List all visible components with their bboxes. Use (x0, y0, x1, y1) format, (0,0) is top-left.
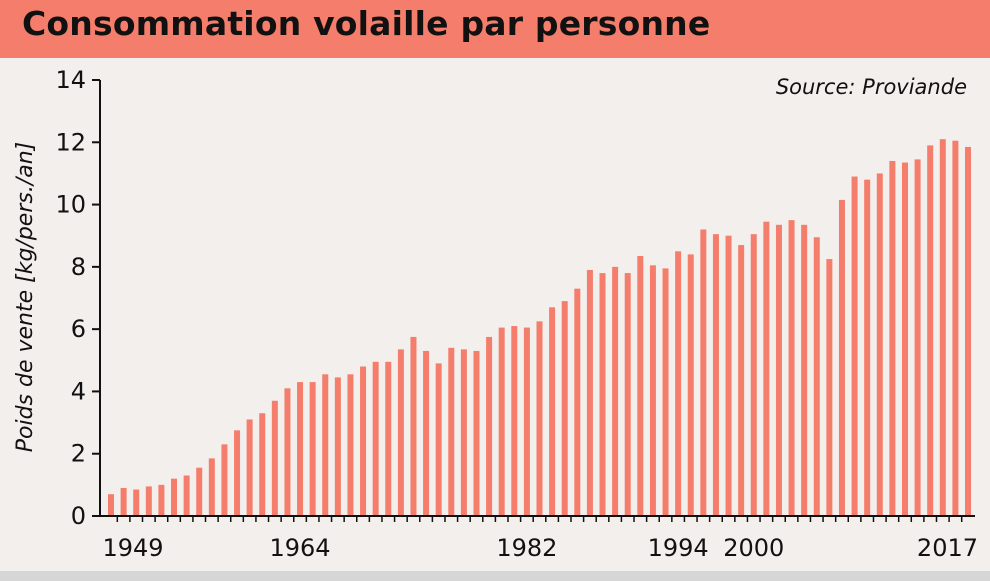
bar (599, 273, 606, 516)
bar (221, 444, 228, 516)
bar (523, 327, 530, 516)
title-bar: Consommation volaille par personne (0, 0, 990, 58)
bar (624, 273, 631, 516)
bar (952, 140, 959, 517)
bar (738, 245, 745, 516)
bar (574, 288, 581, 516)
bar (297, 382, 304, 516)
bar (889, 160, 896, 516)
bar (687, 254, 694, 516)
bar (133, 489, 140, 516)
bar (322, 374, 329, 516)
bar (927, 145, 934, 516)
bar (385, 361, 392, 516)
bar (939, 139, 946, 517)
y-tick-label: 4 (71, 377, 86, 405)
bar (435, 363, 442, 516)
bar (725, 235, 732, 516)
bar (775, 224, 782, 516)
bar (372, 361, 379, 516)
bar (612, 266, 619, 516)
bar (397, 349, 404, 516)
bar (813, 237, 820, 516)
bar (196, 467, 203, 516)
bar (876, 173, 883, 516)
y-tick-label: 2 (71, 440, 86, 468)
bar (448, 347, 455, 516)
x-tick-label: 1982 (496, 534, 557, 562)
bar (259, 413, 266, 516)
bar (234, 430, 241, 516)
bar (536, 321, 543, 516)
bar (838, 199, 845, 516)
bar (158, 484, 165, 516)
x-tick-label: 1964 (270, 534, 331, 562)
source-label: Source: Proviande (776, 75, 967, 99)
bar (183, 475, 190, 516)
bar (171, 478, 178, 516)
bar (460, 349, 467, 516)
y-tick-label: 10 (55, 191, 86, 219)
y-tick-label: 6 (71, 315, 86, 343)
x-tick-label: 1994 (648, 534, 709, 562)
bar (120, 487, 127, 516)
bar (914, 159, 921, 516)
bar (334, 377, 341, 516)
x-tick-label: 2000 (723, 534, 784, 562)
bar (901, 162, 908, 516)
bar (511, 326, 518, 516)
y-tick-label: 0 (71, 502, 86, 530)
bar (347, 374, 354, 516)
bar (851, 176, 858, 517)
x-tick-label: 2017 (917, 534, 978, 562)
y-axis-ticks: 0 2 4 6 8 10 12 14 (55, 66, 100, 530)
bar (423, 350, 430, 516)
y-tick-label: 8 (71, 253, 86, 281)
bar (788, 220, 795, 516)
bar (637, 255, 644, 516)
bar (712, 234, 719, 516)
bar (309, 382, 316, 516)
bottom-strip (0, 571, 990, 581)
bar (662, 268, 669, 516)
y-tick-label: 12 (55, 128, 86, 156)
bar (675, 251, 682, 517)
bar (246, 419, 253, 516)
y-axis-title: Poids de vente [kg/pers./an] (13, 142, 38, 453)
bar (284, 388, 291, 516)
bar (208, 458, 215, 516)
bar (649, 265, 656, 516)
bar (763, 221, 770, 516)
bar (410, 336, 417, 516)
x-axis-ticks: 1949 1964 1982 1994 2000 2017 (102, 516, 978, 562)
chart-panel (0, 58, 990, 571)
bar (486, 336, 493, 516)
bar (145, 486, 152, 516)
bar (700, 229, 707, 517)
bar (826, 259, 833, 516)
bar (586, 269, 593, 516)
chart-title: Consommation volaille par personne (22, 4, 711, 43)
bar (801, 224, 808, 516)
bar (473, 350, 480, 516)
bar (965, 146, 971, 516)
bar (864, 179, 871, 516)
bar (108, 494, 114, 516)
bar (549, 307, 556, 516)
bar (561, 301, 568, 516)
bars (108, 139, 971, 517)
y-tick-label: 14 (55, 66, 86, 94)
bar (750, 234, 757, 516)
bar (360, 366, 367, 516)
bar (271, 400, 278, 516)
x-tick-label: 1949 (102, 534, 163, 562)
bar (498, 327, 505, 516)
